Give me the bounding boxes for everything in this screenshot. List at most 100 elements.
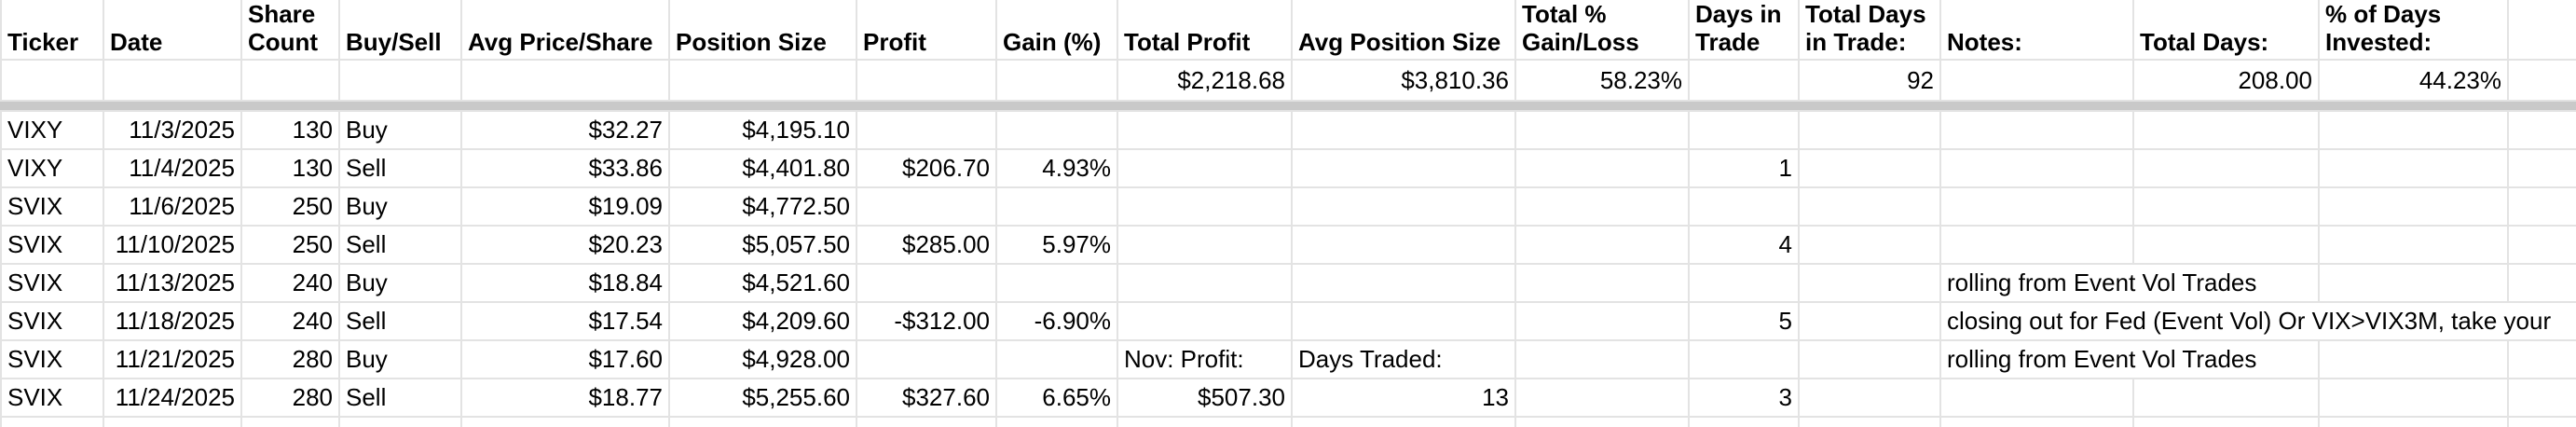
cell-date[interactable]: 11/6/2025 bbox=[103, 186, 242, 227]
cell-days_in_trade[interactable] bbox=[1688, 110, 1800, 150]
header-cell-position_size[interactable]: Position Size bbox=[668, 0, 857, 61]
cell-buy_sell[interactable]: Buy bbox=[338, 110, 462, 150]
cell-pct_days_invested[interactable] bbox=[2318, 186, 2509, 227]
cell-date[interactable]: 11/10/2025 bbox=[103, 225, 242, 265]
cell-profit[interactable] bbox=[856, 339, 997, 379]
cell-pct_days_invested[interactable] bbox=[2318, 416, 2509, 427]
cell-share_count[interactable]: 240 bbox=[240, 263, 340, 303]
cell-total_profit[interactable] bbox=[1117, 301, 1293, 341]
cell-pct_days_invested[interactable] bbox=[2318, 148, 2509, 188]
cell-total_pct_gain_loss[interactable] bbox=[1514, 378, 1690, 418]
cell-position_size[interactable]: $5,057.50 bbox=[668, 225, 857, 265]
cell-profit[interactable]: $206.70 bbox=[856, 148, 997, 188]
summary-cell-total_profit[interactable]: $2,218.68 bbox=[1117, 59, 1293, 102]
cell-buy_sell[interactable]: Sell bbox=[338, 301, 462, 341]
cell-days_in_trade[interactable]: 4 bbox=[1688, 225, 1800, 265]
cell-blank[interactable] bbox=[2507, 263, 2576, 303]
cell-total_days_in_trade[interactable] bbox=[1798, 186, 1941, 227]
cell-ticker[interactable]: SVIX bbox=[0, 378, 104, 418]
cell-pct_days_invested[interactable] bbox=[2318, 110, 2509, 150]
cell-date[interactable]: 11/18/2025 bbox=[103, 301, 242, 341]
cell-blank[interactable] bbox=[2507, 186, 2576, 227]
header-cell-avg_price[interactable]: Avg Price/Share bbox=[460, 0, 670, 61]
cell-avg_position_size[interactable] bbox=[1291, 263, 1516, 303]
cell-gain_pct[interactable] bbox=[995, 186, 1118, 227]
cell-notes[interactable]: closing out for Fed (Event Vol) Or VIX>V… bbox=[1939, 301, 2576, 341]
cell-notes[interactable] bbox=[1939, 225, 2134, 265]
cell-position_size[interactable]: $4,772.50 bbox=[668, 186, 857, 227]
cell-share_count[interactable]: 240 bbox=[240, 301, 340, 341]
cell-share_count[interactable]: 250 bbox=[240, 186, 340, 227]
cell-date[interactable]: 11/13/2025 bbox=[103, 263, 242, 303]
cell-total_days[interactable] bbox=[2132, 416, 2320, 427]
header-cell-notes[interactable]: Notes: bbox=[1939, 0, 2134, 61]
cell-total_days_in_trade[interactable] bbox=[1798, 148, 1941, 188]
cell-buy_sell[interactable]: Sell bbox=[338, 378, 462, 418]
cell-blank[interactable] bbox=[2507, 148, 2576, 188]
cell-position_size[interactable]: $4,401.80 bbox=[668, 148, 857, 188]
cell-total_profit[interactable] bbox=[1117, 225, 1293, 265]
cell-avg_price[interactable]: $33.86 bbox=[460, 148, 670, 188]
cell-total_pct_gain_loss[interactable] bbox=[1514, 148, 1690, 188]
cell-date[interactable]: 11/21/2025 bbox=[103, 339, 242, 379]
summary-cell-buy_sell[interactable] bbox=[338, 59, 462, 102]
cell-total_profit[interactable]: Nov: Profit: bbox=[1117, 339, 1293, 379]
header-cell-pct_days_invested[interactable]: % of Days Invested: bbox=[2318, 0, 2509, 61]
cell-share_count[interactable] bbox=[240, 416, 340, 427]
header-cell-blank[interactable] bbox=[2507, 0, 2576, 61]
cell-total_profit[interactable] bbox=[1117, 416, 1293, 427]
header-cell-total_profit[interactable]: Total Profit bbox=[1117, 0, 1293, 61]
summary-cell-profit[interactable] bbox=[856, 59, 997, 102]
cell-position_size[interactable]: $4,928.00 bbox=[668, 339, 857, 379]
cell-notes[interactable] bbox=[1939, 148, 2134, 188]
cell-days_in_trade[interactable] bbox=[1688, 339, 1800, 379]
cell-days_in_trade[interactable] bbox=[1688, 186, 1800, 227]
cell-total_days[interactable] bbox=[2132, 110, 2320, 150]
cell-gain_pct[interactable]: 5.97% bbox=[995, 225, 1118, 265]
cell-total_pct_gain_loss[interactable] bbox=[1514, 110, 1690, 150]
cell-avg_position_size[interactable] bbox=[1291, 186, 1516, 227]
header-cell-buy_sell[interactable]: Buy/Sell bbox=[338, 0, 462, 61]
cell-avg_price[interactable]: $18.77 bbox=[460, 378, 670, 418]
cell-buy_sell[interactable]: Sell bbox=[338, 148, 462, 188]
cell-blank[interactable] bbox=[2507, 416, 2576, 427]
summary-cell-gain_pct[interactable] bbox=[995, 59, 1118, 102]
cell-ticker[interactable] bbox=[0, 416, 104, 427]
header-cell-total_days[interactable]: Total Days: bbox=[2132, 0, 2320, 61]
cell-notes[interactable] bbox=[1939, 416, 2134, 427]
cell-avg_price[interactable] bbox=[460, 416, 670, 427]
header-cell-ticker[interactable]: Ticker bbox=[0, 0, 104, 61]
cell-profit[interactable] bbox=[856, 416, 997, 427]
header-cell-date[interactable]: Date bbox=[103, 0, 242, 61]
cell-total_days_in_trade[interactable] bbox=[1798, 263, 1941, 303]
cell-total_profit[interactable] bbox=[1117, 263, 1293, 303]
summary-cell-date[interactable] bbox=[103, 59, 242, 102]
cell-total_days_in_trade[interactable] bbox=[1798, 378, 1941, 418]
cell-position_size[interactable]: $4,195.10 bbox=[668, 110, 857, 150]
cell-blank[interactable] bbox=[2507, 225, 2576, 265]
cell-total_pct_gain_loss[interactable] bbox=[1514, 225, 1690, 265]
cell-avg_position_size[interactable] bbox=[1291, 416, 1516, 427]
cell-avg_price[interactable]: $17.54 bbox=[460, 301, 670, 341]
cell-gain_pct[interactable] bbox=[995, 263, 1118, 303]
cell-buy_sell[interactable]: Sell bbox=[338, 225, 462, 265]
cell-total_profit[interactable] bbox=[1117, 110, 1293, 150]
summary-cell-position_size[interactable] bbox=[668, 59, 857, 102]
summary-cell-avg_price[interactable] bbox=[460, 59, 670, 102]
cell-pct_days_invested[interactable] bbox=[2318, 263, 2509, 303]
header-cell-gain_pct[interactable]: Gain (%) bbox=[995, 0, 1118, 61]
summary-cell-ticker[interactable] bbox=[0, 59, 104, 102]
cell-days_in_trade[interactable]: 3 bbox=[1688, 378, 1800, 418]
cell-ticker[interactable]: SVIX bbox=[0, 339, 104, 379]
cell-avg_position_size[interactable] bbox=[1291, 148, 1516, 188]
cell-total_days_in_trade[interactable] bbox=[1798, 225, 1941, 265]
header-cell-avg_position_size[interactable]: Avg Position Size bbox=[1291, 0, 1516, 61]
cell-share_count[interactable]: 280 bbox=[240, 378, 340, 418]
header-cell-total_pct_gain_loss[interactable]: Total % Gain/Loss bbox=[1514, 0, 1690, 61]
cell-gain_pct[interactable]: -6.90% bbox=[995, 301, 1118, 341]
cell-avg_price[interactable]: $32.27 bbox=[460, 110, 670, 150]
cell-buy_sell[interactable] bbox=[338, 416, 462, 427]
cell-gain_pct[interactable] bbox=[995, 416, 1118, 427]
cell-days_in_trade[interactable]: 1 bbox=[1688, 148, 1800, 188]
cell-profit[interactable] bbox=[856, 110, 997, 150]
